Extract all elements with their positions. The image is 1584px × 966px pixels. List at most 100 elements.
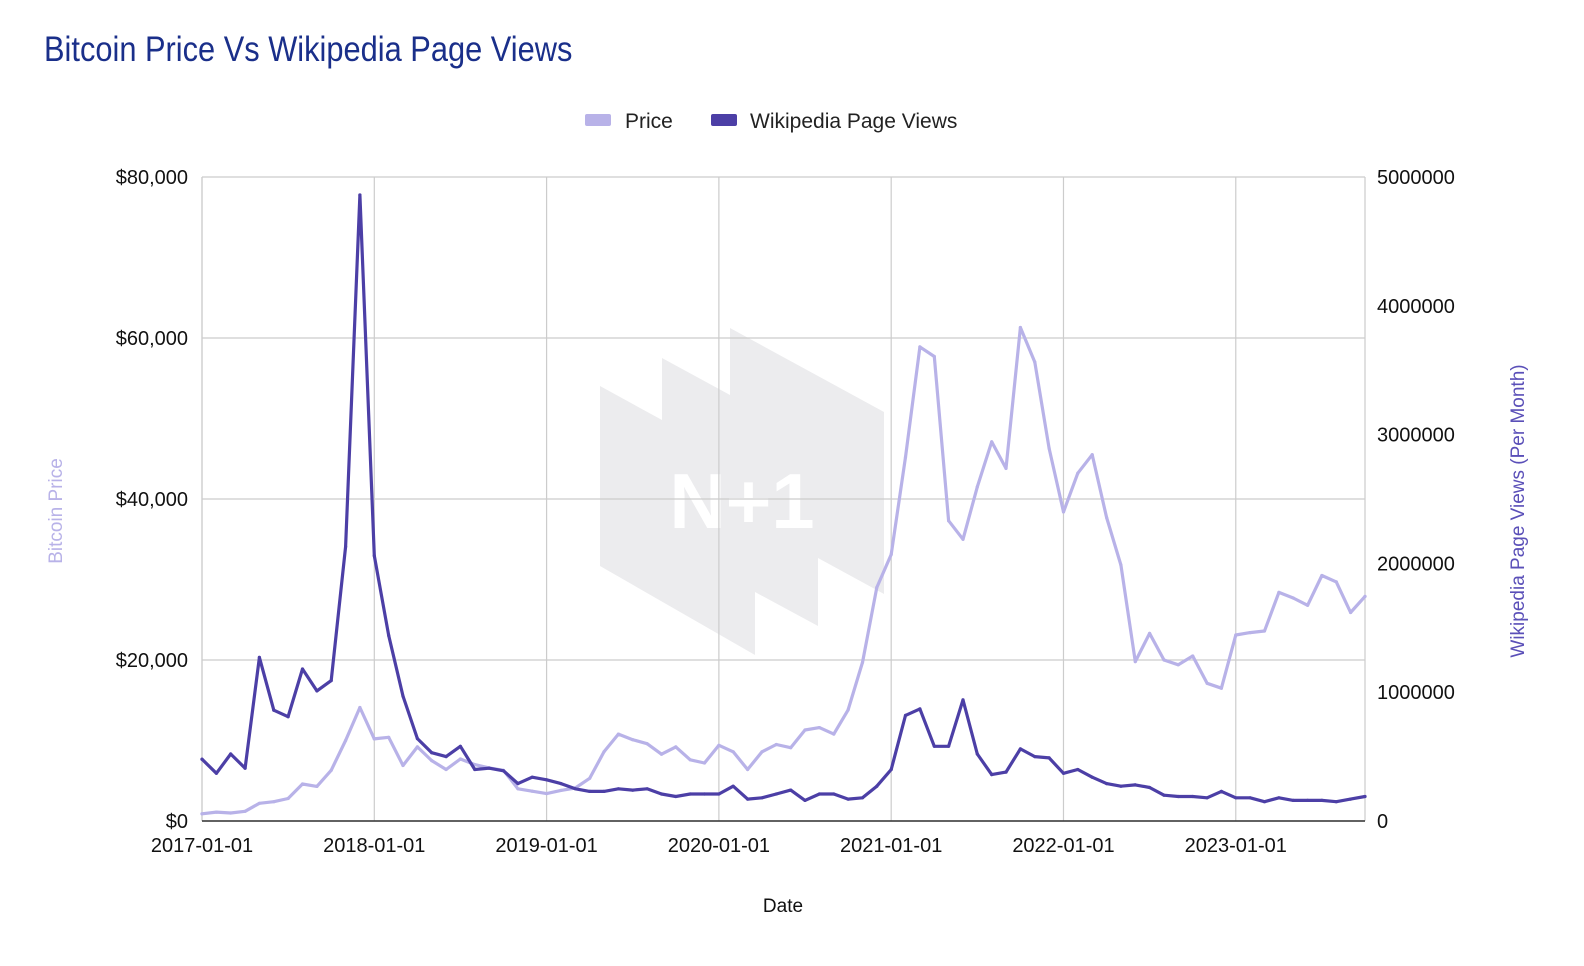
views-point [688, 792, 692, 796]
price-point [702, 761, 707, 765]
views-point [358, 193, 362, 197]
price-point [344, 738, 348, 743]
legend-swatch-views [711, 114, 737, 126]
price-point [458, 757, 462, 761]
views-point [1205, 796, 1209, 800]
price-point [1076, 471, 1080, 475]
price-point [286, 796, 290, 801]
price-point [659, 752, 664, 756]
price-point [200, 812, 204, 816]
price-point [1119, 563, 1123, 567]
views-point [545, 778, 549, 782]
y-right-tick-label: 0 [1377, 811, 1388, 833]
price-point [990, 440, 994, 444]
x-axis-title: Date [763, 896, 803, 917]
y-left-tick-label: $60,000 [116, 328, 188, 350]
views-point [501, 769, 506, 773]
views-point [372, 554, 376, 558]
y-left-tick-label: $20,000 [116, 650, 188, 672]
price-point [774, 742, 778, 747]
series [200, 193, 1367, 816]
price-point [1191, 654, 1195, 658]
views-point [975, 752, 979, 756]
x-tick-label: 2023-01-01 [1185, 835, 1287, 857]
x-tick-label: 2022-01-01 [1012, 835, 1114, 857]
price-point [545, 792, 549, 796]
n1-watermark: N+1 [600, 328, 884, 655]
price-point [932, 354, 936, 359]
price-point [1248, 631, 1252, 635]
views-point [1320, 798, 1324, 803]
views-point [214, 771, 218, 775]
price-point [1061, 510, 1066, 514]
gridlines [201, 176, 1366, 822]
price-point [1105, 515, 1109, 520]
price-point [688, 758, 692, 762]
y-right-tick-label: 5000000 [1377, 167, 1455, 189]
views-point [889, 767, 893, 772]
views-point [1162, 793, 1166, 797]
views-point [387, 633, 391, 638]
views-point [559, 782, 563, 786]
views-point [961, 698, 965, 702]
price-point [860, 660, 865, 665]
price-point [372, 737, 376, 741]
price-point [975, 485, 979, 489]
price-point [588, 776, 592, 780]
price-point [1363, 594, 1367, 599]
price-point [1033, 360, 1037, 364]
price-point [1291, 596, 1295, 600]
price-line [200, 325, 1367, 816]
price-point [903, 455, 908, 459]
views-point [990, 773, 994, 777]
views-point [875, 784, 879, 788]
views-point [846, 797, 850, 801]
price-point [1219, 686, 1223, 690]
views-point [1349, 797, 1353, 801]
views-point [415, 737, 419, 741]
price-point [559, 788, 563, 793]
price-point [760, 750, 764, 754]
price-point [602, 750, 606, 754]
price-point [329, 768, 333, 772]
y-left-tick-label: $0 [166, 811, 188, 833]
price-point [315, 784, 319, 789]
views-point [717, 792, 721, 796]
price-point [803, 728, 807, 732]
price-point [1205, 681, 1209, 685]
views-point [1234, 796, 1238, 800]
legend-label-views: Wikipedia Page Views [750, 110, 957, 133]
views-point [487, 766, 491, 770]
price-point [1090, 453, 1094, 457]
views-point [947, 744, 951, 748]
price-point [358, 705, 362, 710]
price-point [1234, 633, 1238, 637]
views-point [344, 545, 348, 549]
price-point [1018, 325, 1023, 330]
views-point [229, 752, 233, 756]
y-right-tick-label: 3000000 [1377, 425, 1455, 447]
price-point [631, 738, 635, 742]
price-point [444, 767, 448, 772]
views-point [674, 794, 678, 799]
views-point [300, 667, 305, 671]
price-point [387, 735, 391, 739]
price-point [817, 726, 822, 730]
views-point [1061, 771, 1066, 775]
price-point [832, 732, 836, 736]
price-point [1349, 610, 1353, 615]
price-point [731, 750, 735, 754]
y-left-tick-label: $80,000 [116, 167, 188, 189]
views-point [645, 787, 649, 791]
views-point [702, 792, 707, 796]
views-point [817, 792, 822, 796]
price-point [1334, 580, 1338, 584]
views-point [832, 792, 836, 796]
views-point [1148, 785, 1152, 790]
legend-swatch-price [585, 114, 611, 126]
legend-label-price: Price [625, 110, 673, 133]
price-point [1176, 663, 1180, 667]
views-point [1262, 800, 1267, 804]
price-point [401, 763, 405, 768]
